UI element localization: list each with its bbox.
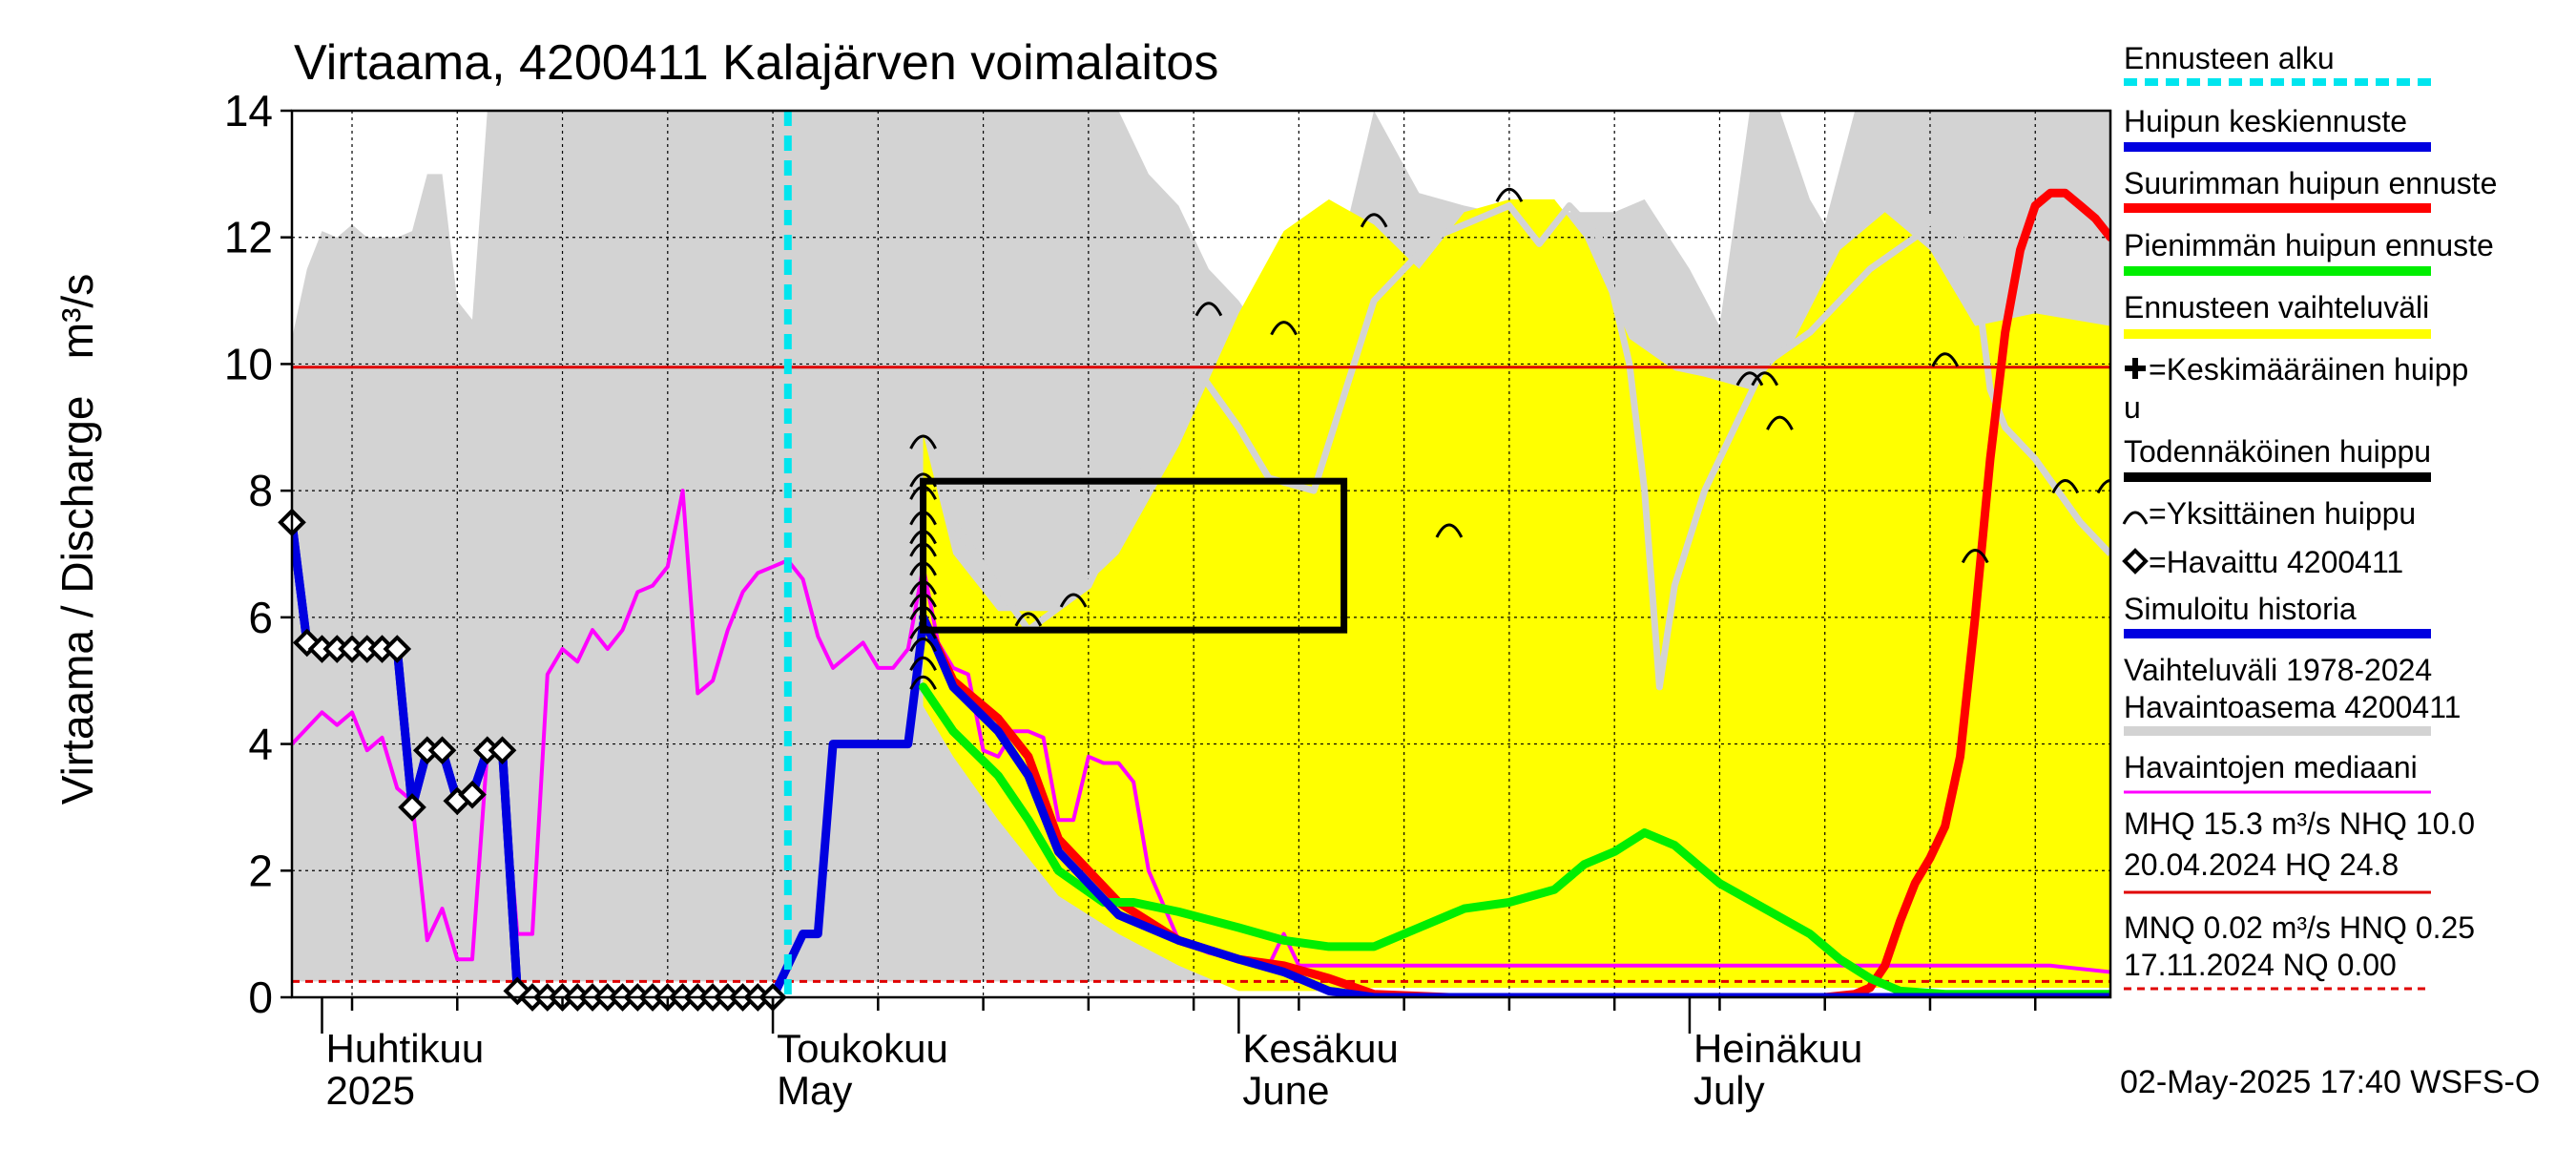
legend-label: =Yksittäinen huippu <box>2149 496 2416 531</box>
observed-marker <box>488 736 517 765</box>
legend-label: Ennusteen alku <box>2124 41 2335 75</box>
y-tick-label: 12 <box>224 213 273 262</box>
legend-label: MNQ 0.02 m³/s HNQ 0.25 <box>2124 910 2475 945</box>
x-month-sublabel: May <box>777 1068 852 1113</box>
legend-label: Simuloitu historia <box>2124 592 2357 626</box>
peak-marker <box>1495 187 1524 202</box>
legend-label: =Keskimääräinen huipp <box>2149 352 2468 387</box>
peak-marker <box>1435 523 1464 538</box>
peak-marker <box>909 542 937 557</box>
y-axis-label: Virtaama / Discharge m³/s <box>52 274 102 805</box>
x-month-label: Heinäkuu <box>1693 1026 1862 1071</box>
legend-label: Vaihteluväli 1978-2024 <box>2124 653 2432 687</box>
y-tick-label: 4 <box>248 720 273 769</box>
peak-marker <box>909 511 937 526</box>
observed-marker <box>458 780 487 809</box>
x-month-sublabel: June <box>1242 1068 1329 1113</box>
y-tick-label: 8 <box>248 466 273 515</box>
y-tick-label: 10 <box>224 339 273 388</box>
peak-marker <box>909 605 937 620</box>
legend-label: Todennäköinen huippu <box>2124 434 2431 469</box>
peak-marker <box>1751 371 1779 387</box>
likely-peak-rect <box>920 477 1348 634</box>
observed-marker <box>398 793 426 822</box>
peak-marker <box>1360 213 1388 228</box>
likely-peak-box <box>920 477 1348 634</box>
legend-label: =Havaittu 4200411 <box>2149 545 2403 579</box>
legend-label-line2: 20.04.2024 HQ 24.8 <box>2124 847 2399 882</box>
peak-marker <box>909 580 937 596</box>
footer-timestamp: 02-May-2025 17:40 WSFS-O <box>2120 1064 2540 1100</box>
grid-lines <box>292 111 2110 997</box>
peak-marker <box>1961 549 1989 564</box>
observed-marker <box>383 635 412 663</box>
reference-lines <box>292 366 2110 983</box>
x-month-label: Huhtikuu <box>326 1026 485 1071</box>
peak-marker <box>1735 371 1764 387</box>
gray-mean-line <box>950 202 2110 691</box>
legend-label: Suurimman huipun ennuste <box>2124 166 2497 200</box>
x-month-label: Kesäkuu <box>1242 1026 1398 1071</box>
peak-marker <box>1014 612 1043 627</box>
legend-arc-symbol <box>2122 511 2149 525</box>
x-month-sublabel: July <box>1693 1068 1765 1113</box>
peak-marker <box>909 637 937 653</box>
peak-marker <box>2096 479 2110 494</box>
legend-label-line2: u <box>2124 390 2141 425</box>
peak-marker <box>909 530 937 545</box>
plot-border <box>290 109 2112 999</box>
legend: Ennusteen alku Huipun keskiennuste Suurimm… <box>2122 41 2497 991</box>
peak-marker <box>1059 593 1088 608</box>
legend-label: Pienimmän huipun ennuste <box>2124 228 2494 262</box>
chart-title: Virtaama, 4200411 Kalajärven voimalaitos <box>294 35 1218 91</box>
legend-label: Ennusteen vaihteluväli <box>2124 290 2429 324</box>
peak-marker <box>1766 415 1794 430</box>
legend-label: Havaintojen mediaani <box>2124 750 2418 784</box>
legend-label: MHQ 15.3 m³/s NHQ 10.0 <box>2124 806 2475 841</box>
peak-marker <box>909 561 937 576</box>
peak-marker <box>1931 352 1960 367</box>
peak-marker <box>909 472 937 488</box>
legend-label-line2: 17.11.2024 NQ 0.00 <box>2124 948 2397 982</box>
x-month-label: Toukokuu <box>777 1026 948 1071</box>
y-tick-label: 14 <box>224 86 273 136</box>
legend-label-line2: Havaintoasema 4200411 <box>2124 690 2461 724</box>
y-tick-label: 0 <box>248 972 273 1022</box>
peak-marker <box>909 675 937 690</box>
peak-marker <box>1270 321 1298 336</box>
observed-marker <box>427 736 457 765</box>
peak-marker <box>909 593 937 608</box>
peak-marker <box>909 656 937 671</box>
peak-marker <box>2051 479 2080 494</box>
series-line <box>919 613 2110 997</box>
legend-diamond-symbol <box>2122 548 2149 575</box>
x-month-sublabel: 2025 <box>326 1068 415 1113</box>
legend-label: Huipun keskiennuste <box>2124 104 2407 138</box>
peak-marker <box>909 624 937 639</box>
gray-mean-path <box>950 202 2110 691</box>
y-tick-label: 6 <box>248 593 273 642</box>
peak-marker <box>909 485 937 500</box>
individual-peaks <box>909 187 2110 690</box>
peak-marker <box>909 434 937 450</box>
y-tick-label: 2 <box>248 846 273 895</box>
series-line <box>919 682 2110 997</box>
plot-frame <box>290 109 2112 999</box>
legend-cross-symbol <box>2125 358 2146 379</box>
peak-marker <box>1195 302 1223 317</box>
